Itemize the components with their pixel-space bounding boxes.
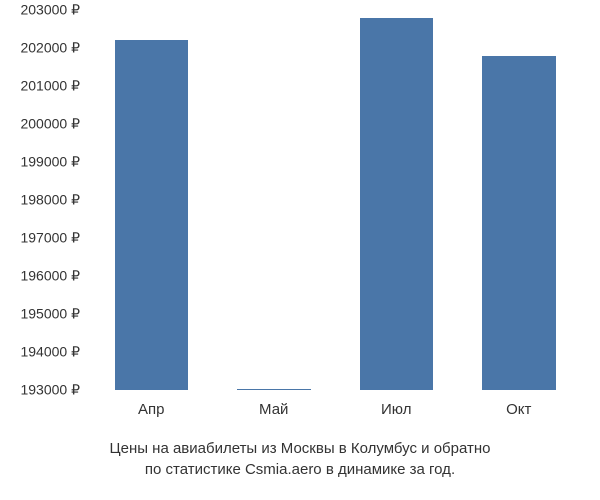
y-tick-label: 198000 ₽ [20, 192, 80, 209]
bar [360, 18, 434, 390]
y-tick-label: 194000 ₽ [20, 344, 80, 361]
y-tick-label: 200000 ₽ [20, 116, 80, 133]
caption-line-1: Цены на авиабилеты из Москвы в Колумбус … [20, 438, 580, 459]
y-tick-label: 199000 ₽ [20, 154, 80, 171]
y-tick-label: 197000 ₽ [20, 230, 80, 247]
y-axis: 193000 ₽194000 ₽195000 ₽196000 ₽197000 ₽… [0, 10, 85, 390]
caption-line-2: по статистике Csmia.aero в динамике за г… [20, 459, 580, 480]
x-tick-label: Апр [138, 401, 164, 418]
x-axis: Апр Май Июл Окт [90, 395, 580, 425]
y-tick-label: 196000 ₽ [20, 268, 80, 285]
x-tick-label: Май [259, 401, 288, 418]
y-tick-label: 195000 ₽ [20, 306, 80, 323]
y-tick-label: 202000 ₽ [20, 40, 80, 57]
plot-area [90, 10, 580, 390]
chart-caption: Цены на авиабилеты из Москвы в Колумбус … [0, 438, 600, 480]
bar [482, 56, 556, 390]
x-tick-label: Окт [506, 401, 531, 418]
y-tick-label: 203000 ₽ [20, 2, 80, 19]
y-tick-label: 193000 ₽ [20, 382, 80, 399]
chart-container: 193000 ₽ 194000 ₽ 195000 ₽ 196000 ₽ 197000 ₽… [0, 0, 600, 500]
bar [237, 389, 311, 390]
bar [115, 40, 189, 390]
x-tick-label: Июл [381, 401, 411, 418]
y-tick-label: 201000 ₽ [20, 78, 80, 95]
bars-group [90, 10, 580, 390]
